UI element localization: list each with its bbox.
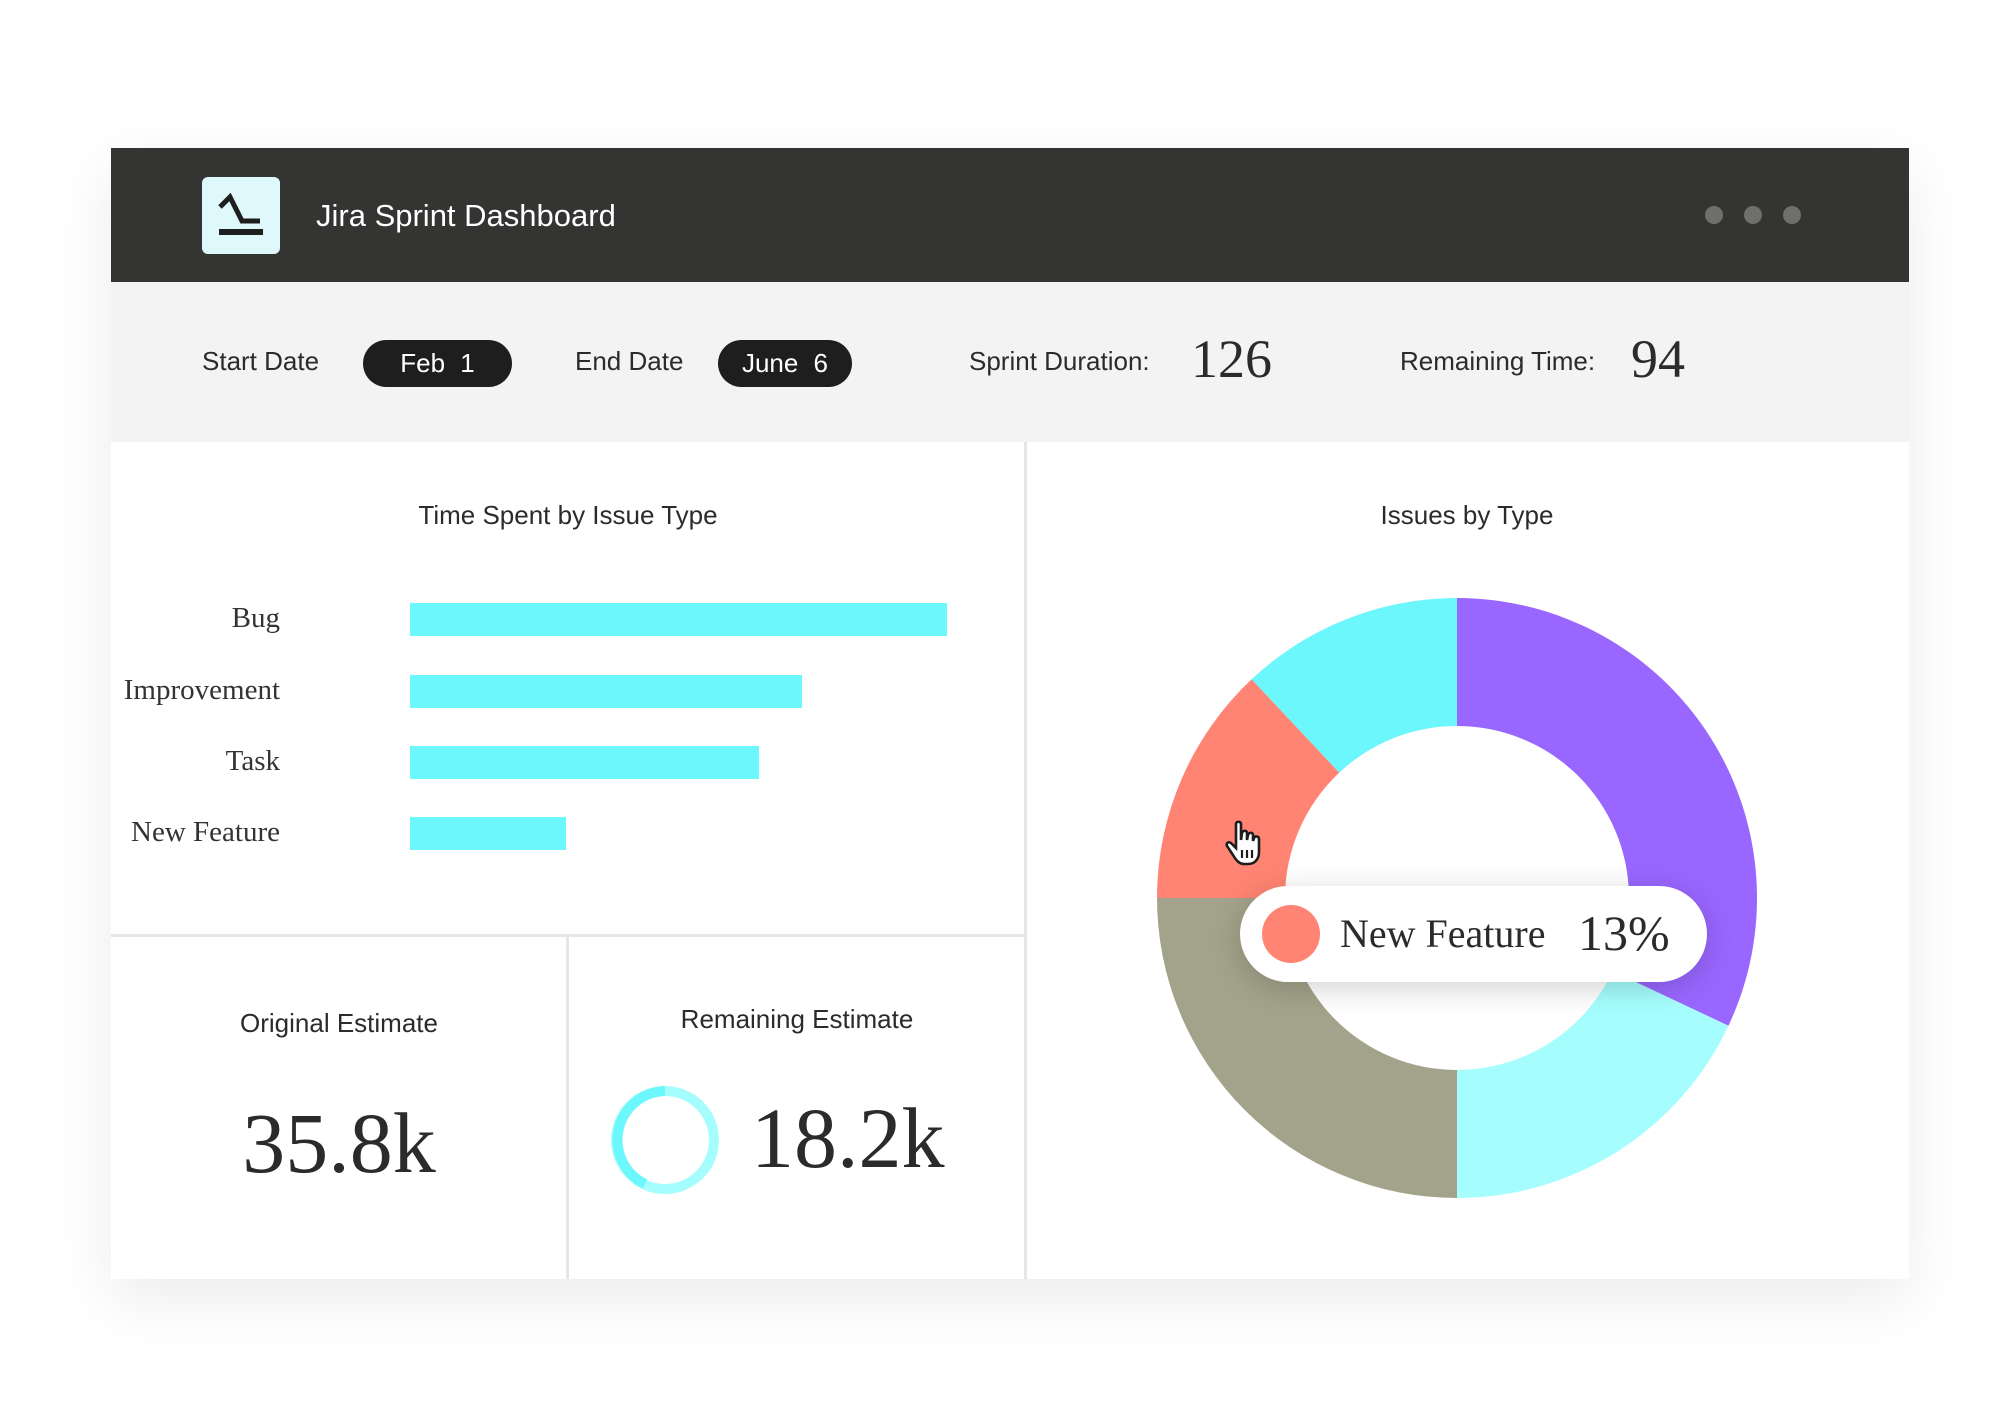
donut-slice[interactable] [1157, 898, 1457, 1198]
app-title: Jira Sprint Dashboard [316, 198, 616, 233]
bar-label: New Feature [131, 816, 280, 848]
hand-cursor-icon [1225, 820, 1261, 866]
bar-label: Bug [231, 602, 280, 634]
original-estimate-label: Original Estimate [240, 1008, 438, 1038]
bar-label: Task [225, 745, 280, 777]
start-date-label: Start Date [202, 346, 320, 376]
divider [566, 935, 569, 1279]
more-dots-icon[interactable] [1744, 206, 1762, 224]
remaining-estimate-label: Remaining Estimate [680, 1004, 914, 1034]
bar-label: Improvement [123, 674, 280, 706]
remaining-time-value: 94 [1631, 329, 1685, 389]
more-dots-icon[interactable] [1705, 206, 1723, 224]
end-date-label: End Date [575, 346, 684, 376]
slice-tooltip: New Feature 13% [1240, 886, 1707, 982]
start-date-picker[interactable]: Feb 1 [363, 340, 512, 387]
divider [1024, 442, 1027, 1279]
sprint-duration-label: Sprint Duration: [969, 346, 1150, 376]
chart-step-icon [202, 177, 280, 254]
tooltip-value: 13% [1578, 905, 1670, 961]
filter-bar: Start Date Feb 1 End Date June 6 Sprint … [111, 282, 1909, 442]
progress-ring-icon [611, 1086, 719, 1194]
donut-slice[interactable] [1457, 971, 1729, 1198]
tooltip-label: New Feature [1340, 911, 1546, 956]
donut-slice[interactable] [1157, 679, 1340, 898]
sprint-duration-value: 126 [1191, 329, 1272, 389]
app-header: Jira Sprint Dashboard [111, 148, 1909, 282]
remaining-time-label: Remaining Time: [1400, 346, 1596, 376]
bar-chart-title: Time Spent by Issue Type [418, 500, 718, 530]
bar[interactable] [410, 746, 760, 779]
remaining-estimate-value: 18.2k [751, 1090, 945, 1186]
bar[interactable] [410, 817, 566, 850]
donut-chart-title: Issues by Type [1380, 500, 1554, 530]
more-dots-icon[interactable] [1783, 206, 1801, 224]
end-date-picker[interactable]: June 6 [718, 340, 852, 387]
original-estimate-value: 35.8k [242, 1095, 436, 1191]
legend-swatch [1262, 905, 1320, 963]
bar[interactable] [410, 675, 802, 708]
bar[interactable] [410, 603, 947, 636]
donut-slice[interactable] [1251, 598, 1457, 773]
